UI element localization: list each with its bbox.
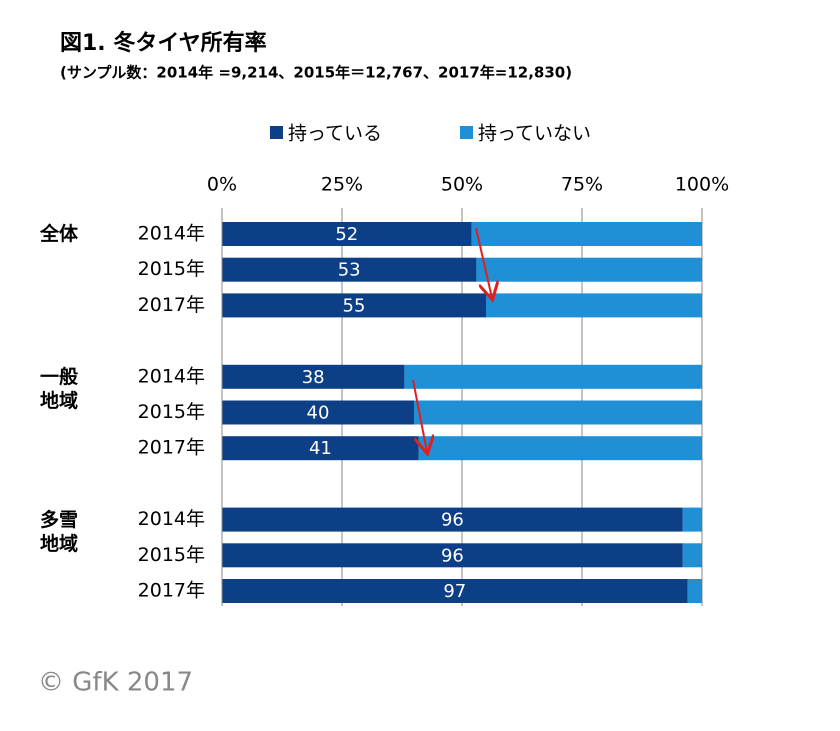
bar-segment (476, 257, 702, 282)
x-tick-label: 100% (675, 174, 729, 196)
bar-segment (404, 364, 702, 389)
bar-segment (222, 364, 405, 389)
y-tick-label: 2015年 (138, 544, 205, 566)
group-label: 多雪地域 (40, 508, 79, 555)
bar-segment (682, 543, 702, 568)
bar-segment (414, 400, 702, 425)
legend-swatch (270, 126, 283, 139)
data-label: 96 (441, 545, 464, 566)
y-tick-label: 2017年 (138, 580, 205, 602)
bar-segment (222, 222, 472, 246)
x-tick-label: 25% (321, 174, 363, 196)
y-tick-label: 2014年 (138, 365, 205, 387)
y-tick-label: 2017年 (138, 294, 205, 316)
bar-segment (222, 436, 419, 461)
group-label: 一般地域 (40, 365, 79, 412)
group-label: 全体 (40, 223, 79, 245)
source: © GfK 2017 (38, 668, 193, 698)
bar-segment (222, 257, 477, 282)
data-label: 52 (335, 224, 358, 245)
bar-segment (222, 400, 414, 425)
data-label: 53 (338, 260, 361, 281)
bar-segment (471, 222, 702, 246)
y-tick-label: 2014年 (138, 223, 205, 245)
legend-swatch (460, 126, 473, 139)
bar-segment (486, 293, 702, 318)
y-tick-label: 2017年 (138, 437, 205, 459)
y-tick-label: 2015年 (138, 258, 205, 280)
trend-arrow (412, 379, 427, 452)
bar-segment (418, 436, 702, 461)
x-tick-label: 75% (561, 174, 603, 196)
chart-title: 図1. 冬タイヤ所有率 (60, 30, 267, 56)
data-label: 97 (443, 581, 466, 602)
data-label: 40 (307, 403, 330, 424)
x-tick-label: 50% (441, 174, 483, 196)
legend-label: 持っている (288, 123, 382, 145)
legend-label: 持っていない (478, 123, 591, 145)
data-label: 38 (302, 367, 325, 388)
bar-segment (222, 293, 486, 318)
data-label: 41 (309, 438, 332, 459)
y-tick-label: 2015年 (138, 401, 205, 423)
bar-segment (682, 507, 702, 532)
bar-segment (222, 543, 683, 568)
bar-segment (687, 579, 702, 603)
bar-segment (222, 507, 683, 532)
trend-arrow (475, 227, 492, 298)
x-tick-label: 0% (207, 174, 237, 196)
chart-subtitle: (サンプル数：2014年 =9,214、2015年＝12,767、2017年=1… (60, 64, 572, 82)
y-tick-label: 2014年 (138, 508, 205, 530)
data-label: 96 (441, 510, 464, 531)
data-label: 55 (343, 295, 366, 316)
bar-segment (222, 579, 688, 603)
